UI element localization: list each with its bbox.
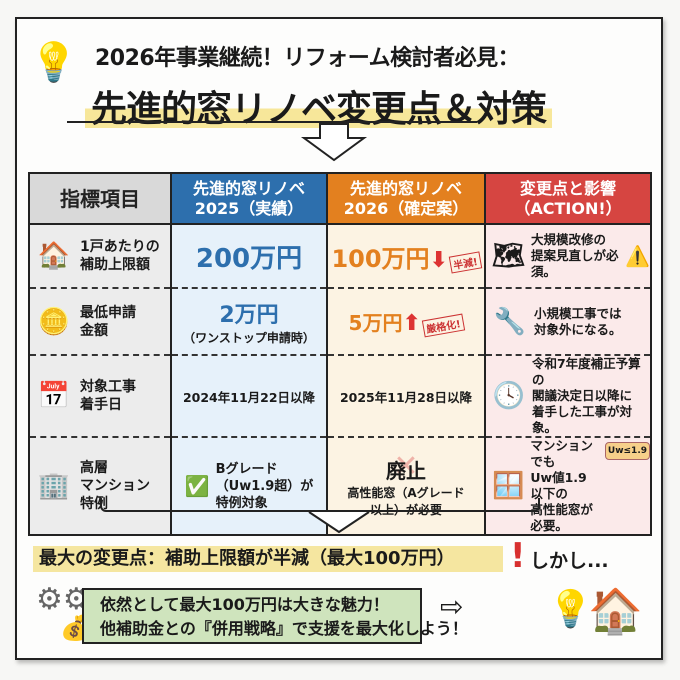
value-2026: 2025年11月28日以降 bbox=[327, 355, 486, 438]
action-text: 令和7年度補正予算の 閣議決定日以降に 着手した工事が対象。 bbox=[531, 356, 641, 435]
uw-badge: Uw≤1.9 bbox=[604, 442, 650, 460]
table-row: 🏢 高層 マンション 特例 ✅ Bグレード （Uw1.9超）が 特例対象 ✕ 廃止 高性… bbox=[29, 437, 652, 536]
lightbulb-icon: 💡 bbox=[548, 589, 593, 630]
blueprint-icon: 🗺 bbox=[492, 241, 526, 271]
clock-icon: 🕓 bbox=[492, 381, 526, 411]
cross-icon: ✕ bbox=[393, 448, 419, 484]
title-underline bbox=[67, 121, 477, 123]
down-arrow-icon bbox=[300, 123, 368, 162]
table-row: 🏠 1戸あたりの 補助上限額 200万円 100万円⬇ 半減! 🗺 大規模改修の 提案… bbox=[29, 224, 652, 289]
message-line-2: 他補助金との『併用戦略』で支援を最大化しよう！ bbox=[100, 619, 468, 638]
house-money-icon: 🏠 bbox=[37, 241, 71, 271]
value-2025-note: （ワンストップ申請時） bbox=[183, 331, 315, 345]
subtitle: 2026年事業継続！リフォーム検討者必見： bbox=[95, 46, 520, 71]
table-row: 🪙 最低申請 金額 2万円 （ワンストップ申請時） 5万円⬆ 厳格化! 🔧 小規模工事で… bbox=[29, 288, 652, 356]
right-arrow-icon: ⇨ bbox=[440, 590, 464, 623]
value-2026: 5万円 bbox=[348, 311, 403, 335]
abolished-label: 廃止 bbox=[386, 458, 426, 483]
stamp: 厳格化! bbox=[421, 313, 465, 338]
value-2025: 2024年11月22日以降 bbox=[171, 355, 328, 438]
action-text: マンションでも Uw値1.9以下の 高性能窓が必要。 bbox=[530, 438, 593, 533]
wrench-icon: 🔧 bbox=[493, 306, 527, 337]
stamp: 半減! bbox=[448, 250, 482, 274]
value-2026: ✕ 廃止 bbox=[328, 449, 484, 484]
strategy-message: 依然として最大100万円は大きな魅力！ 他補助金との『併用戦略』で支援を最大化し… bbox=[82, 588, 468, 644]
coins-icon: 🪙 bbox=[37, 306, 71, 337]
banner-tail: しかし... bbox=[530, 550, 609, 572]
bracket bbox=[100, 498, 540, 512]
action-text: 小規模工事では 対象外になる。 bbox=[534, 305, 622, 337]
header-action: 変更点と影響 （ACTION!） bbox=[485, 173, 652, 225]
row-label: 対象工事 着手日 bbox=[80, 379, 136, 413]
row-label: 最低申請 金額 bbox=[80, 304, 136, 339]
value-2025: Bグレード （Uw1.9超）が 特例対象 bbox=[215, 461, 314, 511]
value-2025: 200万円 bbox=[195, 243, 303, 274]
key-change-banner: 最大の変更点：補助上限額が半減（最大100万円） bbox=[33, 546, 503, 572]
smiling-house-icon: 🏠 bbox=[588, 586, 643, 637]
window-icon: 🪟 bbox=[492, 471, 525, 501]
warning-icon: ⚠️ bbox=[625, 244, 650, 268]
comparison-table: 指標項目 先進的窓リノベ 2025（実績） 先進的窓リノベ 2026（確定案） … bbox=[28, 172, 652, 536]
action-text: 大規模改修の 提案見直しが必須。 bbox=[531, 232, 619, 279]
value-2025: 2万円 bbox=[219, 303, 279, 328]
header-item: 指標項目 bbox=[29, 173, 172, 225]
page-title: 先進的窓リノベ変更点＆対策 bbox=[85, 80, 553, 132]
down-arrow-icon bbox=[308, 511, 370, 534]
header-2025: 先進的窓リノベ 2025（実績） bbox=[171, 173, 328, 225]
table-row: 📅 対象工事 着手日 2024年11月22日以降 2025年11月28日以降 🕓 令… bbox=[29, 355, 652, 438]
message-line-1: 依然として最大100万円は大きな魅力！ bbox=[100, 595, 389, 614]
value-2026-note: 高性能窓（Aグレード 以上）が必要 bbox=[347, 485, 465, 517]
lightbulb-icon: 💡 bbox=[30, 40, 78, 84]
gears-icon: ⚙⚙ bbox=[36, 582, 90, 617]
up-arrow-icon: ⬆ bbox=[402, 311, 421, 336]
row-label: 1戸あたりの 補助上限額 bbox=[80, 239, 160, 273]
header-2026: 先進的窓リノベ 2026（確定案） bbox=[327, 173, 486, 225]
check-icon: ✅ bbox=[184, 474, 210, 498]
value-2026: 100万円 bbox=[331, 244, 430, 273]
calendar-icon: 📅 bbox=[37, 381, 71, 411]
building-icon: 🏢 bbox=[37, 471, 71, 501]
down-arrow-icon: ⬇ bbox=[429, 247, 448, 273]
exclamation-icon: ! bbox=[510, 536, 526, 576]
